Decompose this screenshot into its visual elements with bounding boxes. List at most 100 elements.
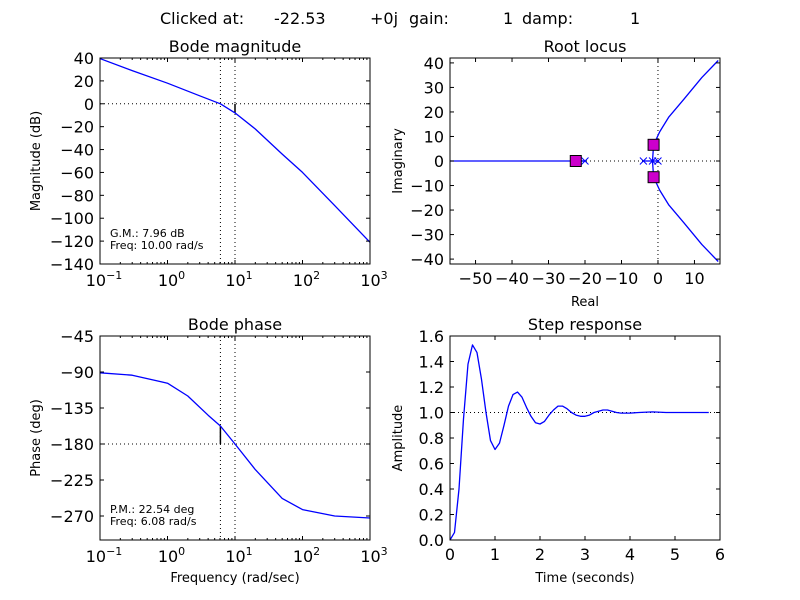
root_locus-xlabel: Real bbox=[571, 295, 599, 310]
bode_mag-ytick-label: −40 bbox=[60, 141, 94, 160]
bode_phase-ytick-label: −225 bbox=[50, 471, 94, 490]
bode_phase-freq-annotation: Freq: 6.08 rad/s bbox=[110, 515, 197, 528]
bode_phase-xtick-label: 103 bbox=[360, 545, 387, 566]
step-plot-area bbox=[450, 344, 720, 540]
bode_mag-margin-annotation: G.M.: 7.96 dB bbox=[110, 227, 185, 240]
pole-marker-stroke bbox=[639, 157, 648, 165]
root_locus-ytick-label: 40 bbox=[424, 54, 444, 73]
clicked-imag-value: +0j bbox=[370, 9, 399, 28]
step-xlabel: Time (seconds) bbox=[534, 571, 634, 586]
bode_phase-xtick-label: 100 bbox=[158, 545, 185, 566]
step-title: Step response bbox=[528, 315, 642, 334]
bode_mag-ytick-label: −140 bbox=[50, 255, 94, 274]
bode_phase-ytick-label: −90 bbox=[60, 363, 94, 382]
bode_mag-ytick-label: −100 bbox=[50, 209, 94, 228]
selected-root-marker bbox=[569, 155, 582, 167]
bode_mag-plot-area bbox=[100, 58, 370, 264]
damp-label: damp: bbox=[522, 9, 574, 28]
step-ytick-label: 1.2 bbox=[419, 378, 444, 397]
bode_phase-title: Bode phase bbox=[188, 315, 282, 334]
step-xtick-label: 3 bbox=[580, 545, 590, 564]
gain-label: gain: bbox=[409, 9, 449, 28]
pole-marker bbox=[581, 157, 589, 165]
bode_mag-series-line bbox=[100, 58, 370, 243]
bode_phase-ytick-label: −45 bbox=[60, 327, 94, 346]
pole-marker-stroke bbox=[581, 157, 589, 165]
step-ylabel: Amplitude bbox=[391, 405, 406, 472]
root_locus-ytick-label: 30 bbox=[424, 78, 444, 97]
root_locus-series-line bbox=[651, 160, 719, 262]
root_locus-ytick-label: −30 bbox=[410, 226, 444, 245]
step-ytick-label: 1.0 bbox=[419, 404, 444, 423]
root_locus-ytick-label: −10 bbox=[410, 177, 444, 196]
root_locus-title: Root locus bbox=[544, 37, 627, 56]
step-axes-frame bbox=[449, 335, 721, 541]
step-ytick-label: 0.2 bbox=[419, 506, 444, 525]
step-ytick-label: 1.6 bbox=[419, 327, 444, 346]
step-xtick-label: 1 bbox=[490, 545, 500, 564]
bode_mag-xtick-label: 101 bbox=[225, 269, 252, 290]
bode_phase-xlabel: Frequency (rad/sec) bbox=[170, 571, 299, 586]
step-xtick-label: 6 bbox=[715, 545, 725, 564]
bode_mag-ytick-label: −60 bbox=[60, 163, 94, 182]
bode_mag-xtick-label: 100 bbox=[158, 269, 185, 290]
step-ytick-label: 0.0 bbox=[419, 531, 444, 550]
step-ytick-label: 0.8 bbox=[419, 429, 444, 448]
bode_mag-xtick-label: 103 bbox=[360, 269, 387, 290]
bode_mag-title: Bode magnitude bbox=[169, 37, 301, 56]
root_locus-plot-area bbox=[450, 58, 720, 264]
step-xtick-label: 2 bbox=[535, 545, 545, 564]
clicked-label: Clicked at: bbox=[160, 9, 245, 28]
bode_phase-margin-annotation: P.M.: 22.54 deg bbox=[110, 503, 194, 516]
bode_mag-ytick-label: −20 bbox=[60, 118, 94, 137]
pole-marker bbox=[654, 157, 662, 165]
selected-root-marker bbox=[647, 138, 660, 151]
bode_mag-ytick-label: 40 bbox=[74, 49, 94, 68]
bode_mag-ytick-label: 0 bbox=[84, 95, 94, 114]
step-xtick-label: 5 bbox=[670, 545, 680, 564]
clicked-real-value: -22.53 bbox=[274, 9, 326, 28]
bode_phase-xtick-label: 101 bbox=[225, 545, 252, 566]
root_locus-axes-frame bbox=[449, 57, 721, 265]
gain-value: 1 bbox=[503, 9, 514, 28]
bode_mag-axes-frame bbox=[99, 57, 371, 265]
bode_mag-ytick-label: 20 bbox=[74, 72, 94, 91]
root_locus-series-line bbox=[651, 60, 719, 162]
bode_mag-xtick-label: 102 bbox=[293, 269, 320, 290]
bode_mag-ytick-label: −80 bbox=[60, 186, 94, 205]
root_locus-ytick-label: −20 bbox=[410, 201, 444, 220]
bode_phase-xtick-label: 102 bbox=[293, 545, 320, 566]
step-xtick-label: 4 bbox=[625, 545, 635, 564]
damp-value: 1 bbox=[630, 9, 641, 28]
pole-marker bbox=[648, 157, 657, 165]
bode_mag-ytick-label: −120 bbox=[50, 232, 94, 251]
root_locus-xtick-label: −20 bbox=[568, 269, 602, 288]
bode_phase-axes-frame bbox=[99, 335, 371, 541]
root_locus-ytick-label: 20 bbox=[424, 103, 444, 122]
bode_mag-freq-annotation: Freq: 10.00 rad/s bbox=[110, 239, 204, 252]
bode_phase-ytick-label: −180 bbox=[50, 435, 94, 454]
bode_phase-series-line bbox=[100, 372, 370, 519]
step-ytick-label: 0.4 bbox=[419, 480, 444, 499]
bode_phase-plot-area bbox=[100, 336, 370, 540]
root_locus-ytick-label: 10 bbox=[424, 127, 444, 146]
step-ytick-label: 0.6 bbox=[419, 455, 444, 474]
pole-marker-stroke bbox=[648, 157, 657, 165]
bode_phase-ylabel: Phase (deg) bbox=[29, 399, 44, 477]
bode_mag-ylabel: Magnitude (dB) bbox=[29, 111, 44, 211]
root_locus-xtick-label: −50 bbox=[459, 269, 493, 288]
pole-marker-stroke bbox=[654, 157, 662, 165]
bode_phase-ytick-label: −270 bbox=[50, 507, 94, 526]
bode_phase-ytick-label: −135 bbox=[50, 399, 94, 418]
root_locus-ytick-label: 0 bbox=[434, 152, 444, 171]
root_locus-xtick-label: −30 bbox=[532, 269, 566, 288]
root_locus-xtick-label: 10 bbox=[684, 269, 704, 288]
step-xtick-label: 0 bbox=[445, 545, 455, 564]
selected-root-marker bbox=[647, 171, 660, 184]
bode_phase-xtick-label: 10−1 bbox=[86, 545, 123, 566]
step-series-line bbox=[450, 344, 709, 540]
root_locus-xtick-label: 0 bbox=[653, 269, 663, 288]
root_locus-ytick-label: −40 bbox=[410, 250, 444, 269]
bode_mag-xtick-label: 10−1 bbox=[86, 269, 123, 290]
